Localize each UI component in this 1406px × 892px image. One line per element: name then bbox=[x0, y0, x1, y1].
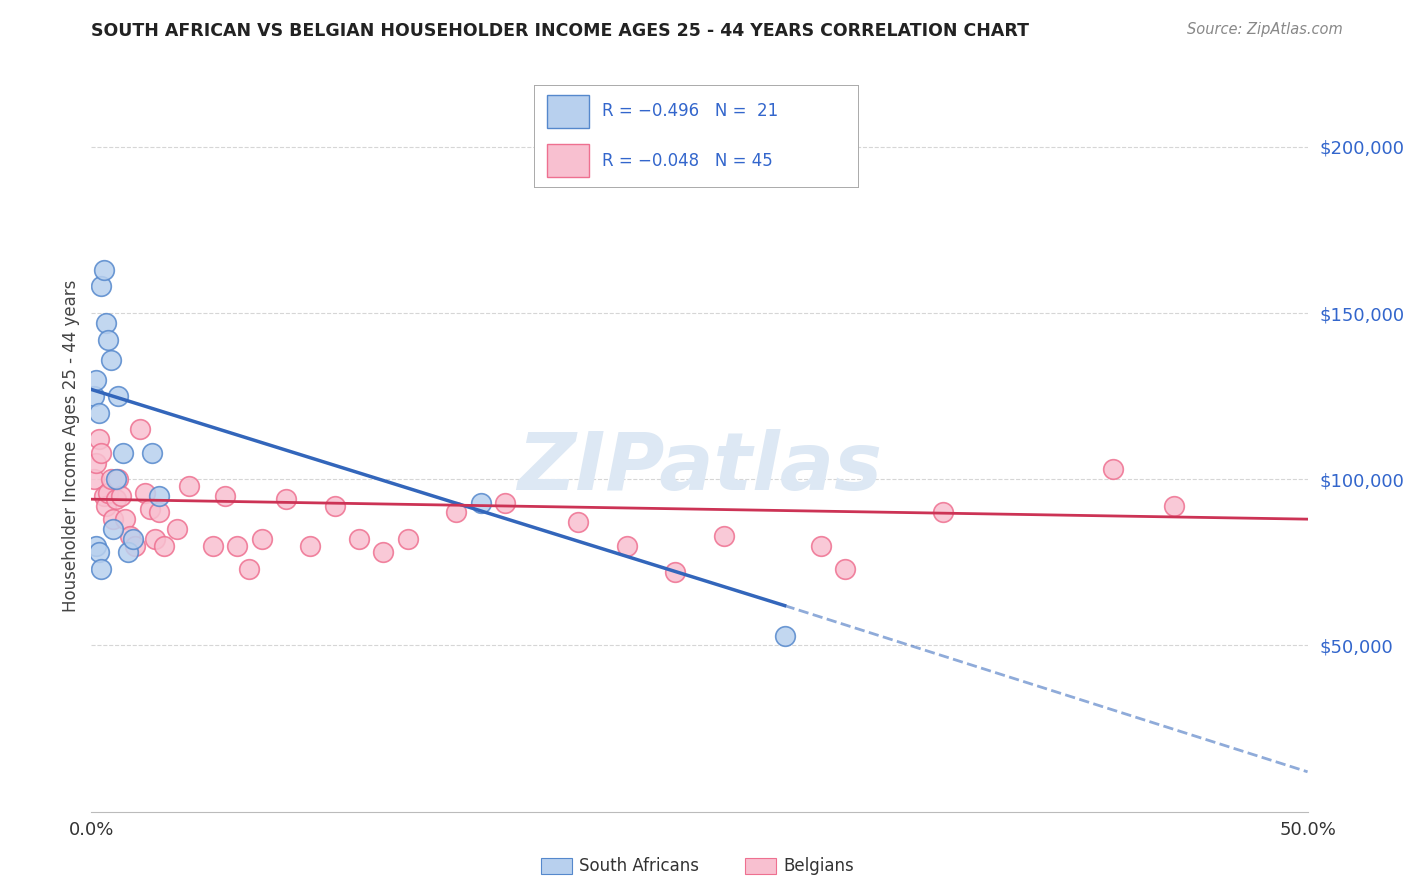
Point bbox=[107, 389, 129, 403]
Point bbox=[94, 316, 117, 330]
Text: Source: ZipAtlas.com: Source: ZipAtlas.com bbox=[1187, 22, 1343, 37]
Text: R = −0.496   N =  21: R = −0.496 N = 21 bbox=[602, 103, 779, 120]
Point bbox=[494, 495, 516, 509]
Point bbox=[567, 516, 589, 530]
Point bbox=[124, 539, 146, 553]
Text: SOUTH AFRICAN VS BELGIAN HOUSEHOLDER INCOME AGES 25 - 44 YEARS CORRELATION CHART: SOUTH AFRICAN VS BELGIAN HOUSEHOLDER INC… bbox=[91, 22, 1029, 40]
Point bbox=[114, 512, 136, 526]
Point bbox=[148, 506, 170, 520]
Point bbox=[134, 485, 156, 500]
Point bbox=[323, 499, 346, 513]
Point bbox=[773, 628, 796, 642]
Point bbox=[104, 472, 127, 486]
Point bbox=[103, 522, 125, 536]
Text: ZIPatlas: ZIPatlas bbox=[517, 429, 882, 507]
Point bbox=[226, 539, 249, 553]
Point bbox=[120, 529, 142, 543]
Point bbox=[97, 485, 120, 500]
Point bbox=[143, 532, 166, 546]
Point bbox=[117, 545, 139, 559]
Point bbox=[87, 433, 110, 447]
Bar bbox=[547, 95, 589, 128]
Point bbox=[238, 562, 260, 576]
Text: R = −0.048   N = 45: R = −0.048 N = 45 bbox=[602, 152, 773, 169]
Point bbox=[90, 279, 112, 293]
Text: South Africans: South Africans bbox=[579, 857, 699, 875]
Point bbox=[87, 406, 110, 420]
Point bbox=[90, 562, 112, 576]
Point bbox=[250, 532, 273, 546]
Point bbox=[111, 445, 134, 459]
Point bbox=[664, 566, 686, 580]
Point bbox=[834, 562, 856, 576]
Point bbox=[93, 489, 115, 503]
Point bbox=[100, 352, 122, 367]
Point bbox=[166, 522, 188, 536]
Point bbox=[141, 445, 163, 459]
Point bbox=[1102, 462, 1125, 476]
Point bbox=[83, 472, 105, 486]
Point bbox=[274, 492, 297, 507]
Bar bbox=[547, 145, 589, 177]
Point bbox=[347, 532, 370, 546]
Point bbox=[84, 456, 107, 470]
Point bbox=[84, 372, 107, 386]
Point bbox=[444, 506, 467, 520]
Point bbox=[373, 545, 395, 559]
Point bbox=[121, 532, 143, 546]
Point bbox=[139, 502, 162, 516]
Point bbox=[83, 389, 105, 403]
Point bbox=[84, 539, 107, 553]
Point bbox=[470, 495, 492, 509]
Point bbox=[396, 532, 419, 546]
Point bbox=[94, 499, 117, 513]
Point bbox=[202, 539, 225, 553]
Point bbox=[90, 445, 112, 459]
Point bbox=[810, 539, 832, 553]
Point bbox=[214, 489, 236, 503]
Point bbox=[299, 539, 322, 553]
Point bbox=[107, 472, 129, 486]
Point bbox=[153, 539, 176, 553]
Point bbox=[87, 545, 110, 559]
Point bbox=[129, 422, 152, 436]
Text: Belgians: Belgians bbox=[783, 857, 853, 875]
Point bbox=[713, 529, 735, 543]
Y-axis label: Householder Income Ages 25 - 44 years: Householder Income Ages 25 - 44 years bbox=[62, 280, 80, 612]
Point bbox=[148, 489, 170, 503]
Point bbox=[100, 472, 122, 486]
Point bbox=[1163, 499, 1185, 513]
Point bbox=[931, 506, 953, 520]
Point bbox=[104, 492, 127, 507]
Point bbox=[103, 512, 125, 526]
Point bbox=[93, 262, 115, 277]
Point bbox=[110, 489, 132, 503]
Point bbox=[616, 539, 638, 553]
Point bbox=[97, 333, 120, 347]
Point bbox=[177, 479, 200, 493]
